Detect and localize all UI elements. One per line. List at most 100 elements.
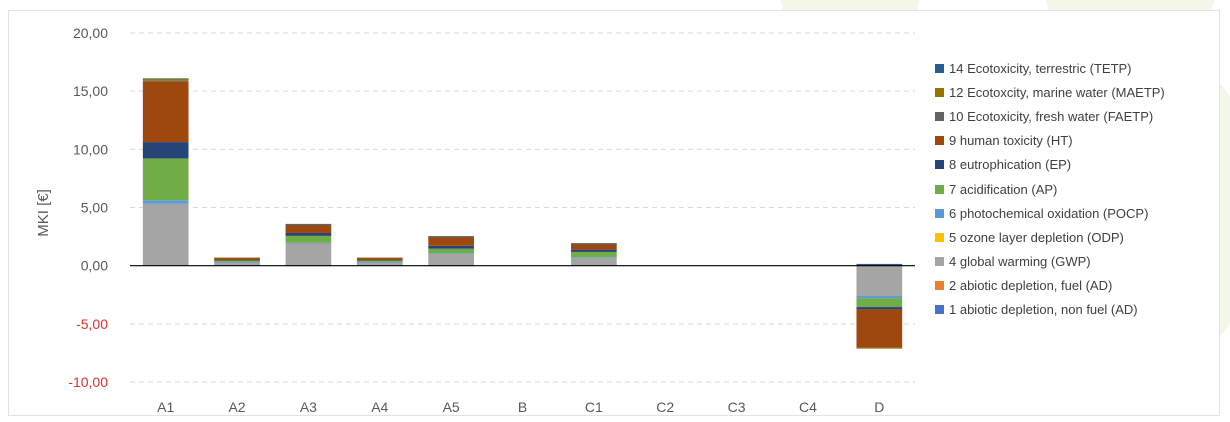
y-tick-label: 5,00 bbox=[81, 200, 108, 216]
legend-swatch bbox=[935, 87, 944, 97]
legend-item: 8 eutrophication (EP) bbox=[935, 153, 1215, 177]
legend-label: 12 Ecotoxcity, marine water (MAETP) bbox=[949, 84, 1165, 100]
bar-segment-a4-8 bbox=[356, 257, 403, 261]
legend-item: 7 acidification (AP) bbox=[935, 177, 1215, 201]
x-tick-label: C2 bbox=[656, 399, 674, 415]
legend-item: 4 global warming (GWP) bbox=[935, 250, 1215, 274]
bars bbox=[142, 78, 903, 349]
legend-item: 9 human toxicity (HT) bbox=[935, 129, 1215, 153]
y-tick-label: 10,00 bbox=[73, 141, 108, 157]
bar-segment-d-3 bbox=[856, 265, 903, 297]
bar-segment-a5-3 bbox=[428, 253, 474, 266]
x-tick-label: B bbox=[518, 399, 527, 415]
legend-item: 2 abiotic depletion, fuel (AD) bbox=[935, 274, 1215, 298]
x-tick-label: A1 bbox=[157, 399, 174, 415]
x-tick-label: C1 bbox=[585, 399, 603, 415]
bar-segment-a2-3 bbox=[214, 262, 260, 266]
legend-label: 8 eutrophication (EP) bbox=[949, 157, 1072, 173]
bar-segment-a5-5 bbox=[428, 253, 474, 254]
legend-item: 6 photochemical oxidation (POCP) bbox=[935, 201, 1215, 225]
legend-label: 1 abiotic depletion, non fuel (AD) bbox=[949, 302, 1138, 318]
bar-segment-a3-8 bbox=[285, 224, 332, 233]
bar-segment-a2-7 bbox=[214, 260, 260, 261]
y-tick-label: 0,00 bbox=[81, 258, 108, 274]
x-tick-label: A5 bbox=[443, 399, 460, 415]
legend-label: 4 global warming (GWP) bbox=[949, 254, 1091, 270]
legend-swatch bbox=[935, 305, 944, 315]
bar-segment-a1-3 bbox=[142, 203, 189, 266]
legend-item: 5 ozone layer depletion (ODP) bbox=[935, 225, 1215, 249]
bar-segment-d-7 bbox=[856, 307, 903, 310]
bar-segment-a3-11 bbox=[285, 223, 332, 225]
bar-segment-a5-9 bbox=[428, 236, 474, 238]
y-axis-label: MKI [€] bbox=[35, 189, 52, 237]
y-axis-ticks: 20,00 15,00 10,00 5,00 0,00 -5,00 -10,00 bbox=[68, 25, 108, 390]
bar-segment-d-11 bbox=[856, 263, 903, 266]
legend-item: 14 Ecotoxicity, terrestric (TETP) bbox=[935, 56, 1215, 80]
legend-swatch bbox=[935, 111, 944, 121]
bar-segment-a1-6 bbox=[142, 158, 189, 201]
x-tick-label: C4 bbox=[799, 399, 817, 415]
x-tick-label: A4 bbox=[371, 399, 388, 415]
x-axis-ticks: A1 A2 A3 A4 A5 B C1 C2 C3 C4 D bbox=[157, 399, 884, 415]
y-tick-label: 15,00 bbox=[73, 83, 108, 99]
bar-segment-d-8 bbox=[856, 309, 903, 348]
bar-segment-a1-10 bbox=[142, 78, 189, 81]
legend-item: 1 abiotic depletion, non fuel (AD) bbox=[935, 298, 1215, 322]
legend-label: 9 human toxicity (HT) bbox=[949, 133, 1073, 149]
legend-label: 7 acidification (AP) bbox=[949, 181, 1058, 197]
bar-segment-c1-8 bbox=[571, 243, 617, 250]
bar-segment-a2-6 bbox=[214, 260, 260, 262]
legend-swatch bbox=[935, 257, 944, 267]
legend-label: 5 ozone layer depletion (ODP) bbox=[949, 229, 1124, 245]
bar-segment-a1-11 bbox=[142, 78, 189, 79]
bar-segment-a1-8 bbox=[142, 81, 189, 143]
bar-segment-a3-5 bbox=[285, 242, 332, 244]
bar-segment-d-6 bbox=[856, 298, 903, 308]
legend-swatch bbox=[935, 184, 944, 194]
gridlines bbox=[130, 32, 915, 383]
legend-label: 14 Ecotoxicity, terrestric (TETP) bbox=[949, 60, 1132, 76]
x-tick-label: D bbox=[874, 399, 884, 415]
legend-label: 6 photochemical oxidation (POCP) bbox=[949, 205, 1149, 221]
bar-segment-c1-7 bbox=[571, 249, 617, 252]
bar-segment-a5-7 bbox=[428, 245, 474, 249]
bar-segment-a5-6 bbox=[428, 248, 474, 254]
y-tick-label: -5,00 bbox=[76, 316, 108, 332]
bar-segment-a4-3 bbox=[356, 262, 403, 266]
bar-segment-a2-10 bbox=[214, 257, 260, 259]
bar-segment-a5-11 bbox=[428, 236, 474, 237]
bar-segment-c1-9 bbox=[571, 243, 617, 245]
bar-segment-d-10 bbox=[856, 348, 903, 349]
bar-segment-a2-5 bbox=[214, 261, 260, 263]
bar-segment-a2-8 bbox=[214, 257, 260, 261]
legend-swatch bbox=[935, 232, 944, 242]
bar-segment-c1-11 bbox=[571, 243, 617, 244]
bar-segment-a4-10 bbox=[356, 257, 403, 259]
bar-segment-a5-8 bbox=[428, 237, 474, 246]
bar-segment-c1-6 bbox=[571, 251, 617, 258]
bar-segment-d-5 bbox=[856, 296, 903, 299]
legend-label: 2 abiotic depletion, fuel (AD) bbox=[949, 278, 1113, 294]
chart-legend: 14 Ecotoxicity, terrestric (TETP) 12 Ecot… bbox=[935, 56, 1215, 322]
legend-swatch bbox=[935, 281, 944, 291]
legend-item: 12 Ecotoxcity, marine water (MAETP) bbox=[935, 80, 1215, 104]
bar-segment-a3-3 bbox=[285, 243, 332, 266]
legend-label: 10 Ecotoxicity, fresh water (FAETP) bbox=[949, 108, 1154, 124]
bar-segment-a4-5 bbox=[356, 261, 403, 263]
x-tick-label: C3 bbox=[728, 399, 746, 415]
bar-segment-a3-7 bbox=[285, 232, 332, 236]
bar-segment-c1-3 bbox=[571, 257, 617, 266]
chart-frame bbox=[8, 10, 1220, 416]
legend-swatch bbox=[935, 136, 944, 146]
bar-segment-a3-9 bbox=[285, 224, 332, 226]
bar-segment-a1-5 bbox=[142, 200, 189, 204]
bar-segment-a4-7 bbox=[356, 260, 403, 261]
y-tick-label: -10,00 bbox=[68, 374, 108, 390]
x-tick-label: A2 bbox=[228, 399, 245, 415]
legend-swatch bbox=[935, 63, 944, 73]
bar-segment-a1-9 bbox=[142, 80, 189, 82]
legend-swatch bbox=[935, 160, 944, 170]
bar-segment-a3-6 bbox=[285, 235, 332, 243]
